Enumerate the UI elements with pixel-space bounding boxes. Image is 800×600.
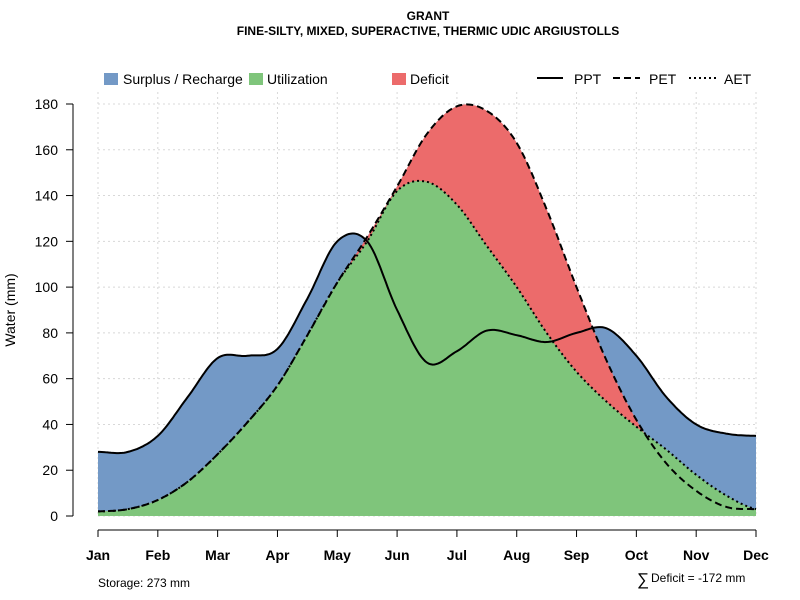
- deficit-annotation: Deficit = -172 mm: [651, 571, 745, 585]
- legend-surplus-swatch: [104, 73, 118, 85]
- legend-aet-label: AET: [724, 71, 752, 87]
- storage-annotation: Storage: 273 mm: [98, 576, 190, 590]
- series-line-pet: [98, 103, 756, 513]
- x-tick-label: Feb: [145, 547, 170, 563]
- y-tick-label: 0: [50, 508, 58, 524]
- legend: Surplus / Recharge Utilization Deficit P…: [104, 71, 752, 87]
- legend-ppt-label: PPT: [574, 71, 602, 87]
- y-tick-label: 180: [35, 96, 59, 112]
- legend-pet-label: PET: [649, 71, 677, 87]
- y-tick-label: 40: [42, 416, 58, 432]
- utilization-area: [98, 180, 756, 516]
- y-tick-label: 20: [42, 462, 58, 478]
- y-tick-label: 80: [42, 325, 58, 341]
- y-tick-label: 100: [35, 279, 59, 295]
- y-axis-label: Water (mm): [2, 273, 18, 346]
- x-tick-label: Dec: [743, 547, 769, 563]
- x-tick-label: Sep: [564, 547, 590, 563]
- y-tick-label: 140: [35, 188, 59, 204]
- sum-symbol: ∑: [637, 570, 649, 589]
- series-lines: [98, 103, 757, 513]
- x-tick-label: Nov: [683, 547, 710, 563]
- x-tick-label: May: [324, 547, 351, 563]
- legend-utilization-swatch: [249, 73, 263, 85]
- x-tick-label: Jun: [385, 547, 410, 563]
- axes: 0 20 40 60 80 100 120 140 160 180 Jan Feb Mar Apr May J…: [35, 96, 769, 563]
- y-tick-label: 120: [35, 233, 59, 249]
- series-line-ppt: [98, 232, 757, 455]
- x-tick-label: Aug: [503, 547, 530, 563]
- x-tick-label: Apr: [265, 547, 290, 563]
- area-fills: [98, 104, 756, 517]
- legend-deficit-swatch: [392, 73, 406, 85]
- x-tick-label: Oct: [625, 547, 649, 563]
- chart-title: GRANT: [407, 9, 450, 23]
- x-tick-label: Jan: [86, 547, 110, 563]
- y-tick-label: 160: [35, 142, 59, 158]
- series-line-aet: [98, 179, 757, 513]
- legend-deficit-label: Deficit: [410, 71, 449, 87]
- y-tick-label: 60: [42, 371, 58, 387]
- x-tick-label: Mar: [205, 547, 230, 563]
- chart-subtitle: FINE-SILTY, MIXED, SUPERACTIVE, THERMIC …: [237, 24, 619, 38]
- legend-utilization-label: Utilization: [267, 71, 328, 87]
- legend-surplus-label: Surplus / Recharge: [123, 71, 243, 87]
- x-tick-label: Jul: [447, 547, 467, 563]
